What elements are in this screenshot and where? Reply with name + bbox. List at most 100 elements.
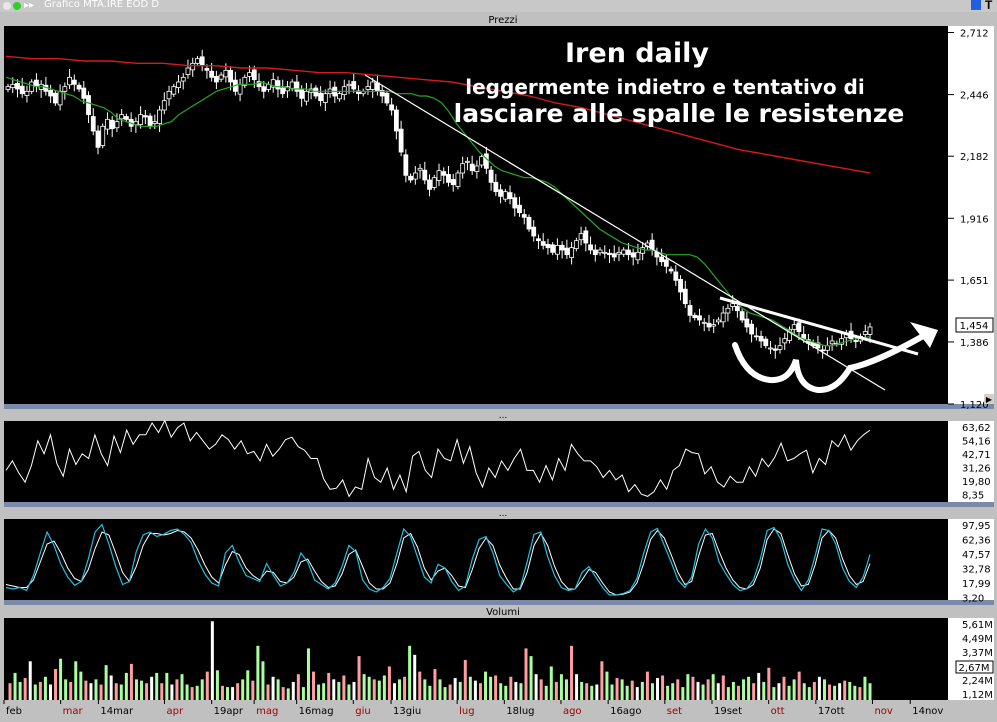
- volume-bar: [220, 685, 224, 700]
- candle-body: [303, 90, 309, 102]
- panel-separator-2[interactable]: [4, 502, 994, 507]
- volume-bar: [731, 681, 735, 700]
- volume-bar: [382, 675, 386, 700]
- candle-body: [218, 74, 224, 80]
- volume-bar: [296, 674, 300, 700]
- corner-color-icon[interactable]: [971, 0, 981, 10]
- volume-bar: [175, 679, 179, 700]
- candle-body: [19, 85, 25, 95]
- volume-bar: [736, 685, 740, 700]
- candle-body: [555, 244, 560, 255]
- stoch-panel-header: [4, 507, 994, 519]
- candle-body: [621, 249, 627, 255]
- volume-bar: [200, 679, 204, 700]
- candle-body: [62, 86, 68, 92]
- volume-bar: [564, 679, 568, 700]
- oscillator-panel: [4, 421, 948, 502]
- x-tick-label: set: [667, 706, 682, 717]
- candle-body: [578, 233, 584, 241]
- candle-body: [573, 240, 579, 250]
- volume-bar: [342, 675, 346, 700]
- candle-body: [559, 244, 565, 251]
- candle-body: [720, 312, 726, 323]
- candle-body: [90, 116, 96, 132]
- volume-bar: [271, 676, 275, 700]
- volume-bar: [858, 687, 862, 700]
- window-title: Grafico MTA.IRE EOD D: [44, 0, 160, 10]
- candle-body: [540, 241, 546, 246]
- downtrend-line: [364, 74, 886, 391]
- volume-panel-header: [4, 605, 994, 618]
- candle-body: [753, 335, 759, 338]
- candle-body: [147, 115, 153, 127]
- candle-body: [313, 87, 319, 97]
- candle-body: [465, 160, 470, 163]
- volume-bar: [615, 678, 619, 700]
- volume-tick-label: 5,61M: [962, 620, 993, 631]
- dropdown-arrow-icon[interactable]: ▸▸: [24, 0, 35, 11]
- candle-body: [180, 76, 186, 82]
- candle-body: [796, 322, 802, 333]
- panel-separator-1[interactable]: [4, 404, 994, 409]
- stochastic-axis: [948, 519, 994, 600]
- x-axis-bar: [4, 700, 948, 722]
- volume-bar: [195, 685, 199, 700]
- candle-body: [403, 154, 409, 176]
- candle-body: [592, 249, 598, 256]
- volume-bar: [625, 685, 629, 700]
- volume-bar: [215, 670, 219, 700]
- annotation-arrow: [732, 332, 928, 393]
- corner-button[interactable]: T: [985, 0, 993, 12]
- candle-body: [479, 156, 485, 166]
- volume-bar: [89, 683, 93, 700]
- window-dot-white-icon[interactable]: [3, 2, 11, 10]
- volume-bar: [443, 687, 447, 700]
- volume-bar: [408, 645, 412, 700]
- x-tick-label: giu: [355, 706, 370, 717]
- volume-bar: [499, 683, 503, 700]
- candle-body: [460, 163, 466, 174]
- window-dot-green-icon[interactable]: [13, 2, 21, 10]
- price-tick-label: 1,386: [960, 338, 989, 349]
- window-titlebar[interactable]: ▸▸ Grafico MTA.IRE EOD D T: [0, 0, 997, 12]
- volume-bar: [863, 676, 867, 700]
- volume-bar: [43, 676, 47, 700]
- candle-body: [114, 121, 120, 129]
- panel-separator-3[interactable]: [4, 600, 994, 605]
- x-tick-label: mag: [256, 706, 278, 717]
- price-panel-title: Prezzi: [488, 15, 517, 26]
- volume-bar: [23, 678, 27, 700]
- volume-bar: [79, 671, 83, 700]
- candle-body: [446, 173, 451, 183]
- candle-body: [483, 153, 489, 169]
- volume-bar: [165, 672, 169, 700]
- candle-body: [247, 72, 252, 77]
- candle-body: [474, 165, 480, 172]
- candle-body: [294, 81, 300, 92]
- candle-body: [744, 318, 750, 328]
- volume-bar: [494, 675, 498, 700]
- candle-body: [682, 288, 688, 305]
- scroll-right-button[interactable]: [984, 394, 994, 404]
- candle-body: [706, 322, 712, 328]
- candle-body: [157, 109, 162, 124]
- volume-bar: [817, 676, 821, 700]
- candle-body: [701, 321, 707, 324]
- x-tick-label: 18lug: [506, 706, 534, 717]
- oscillator-tick-label: 63,62: [962, 423, 991, 434]
- x-tick-label: 13giu: [393, 706, 421, 717]
- candle-body: [867, 326, 873, 335]
- candle-body: [777, 345, 783, 350]
- volume-bar: [524, 648, 528, 700]
- volume-bar: [134, 679, 138, 700]
- candle-body: [768, 347, 773, 350]
- volume-bar: [281, 687, 285, 700]
- volume-bar: [828, 684, 832, 700]
- candle-body: [583, 230, 589, 244]
- scroll-right-icon[interactable]: ▶: [986, 395, 993, 404]
- volume-bar: [585, 683, 589, 700]
- volume-bar: [580, 681, 584, 700]
- volume-bar: [205, 671, 209, 700]
- volume-bar: [747, 676, 751, 700]
- volume-bar: [666, 685, 670, 700]
